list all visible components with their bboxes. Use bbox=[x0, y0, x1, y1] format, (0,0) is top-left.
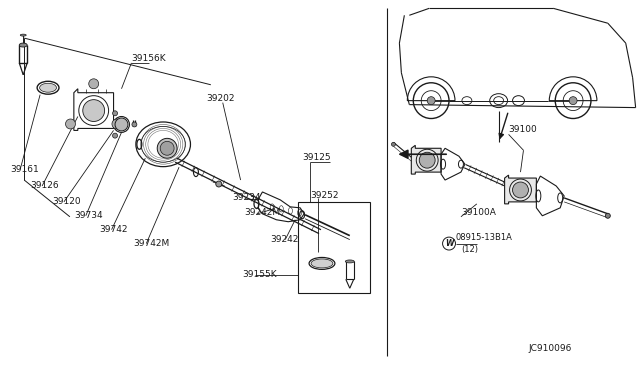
Ellipse shape bbox=[160, 141, 174, 155]
Circle shape bbox=[569, 97, 577, 105]
Text: W: W bbox=[445, 239, 453, 248]
Text: (12): (12) bbox=[461, 246, 478, 254]
Ellipse shape bbox=[115, 118, 128, 131]
Circle shape bbox=[112, 119, 122, 129]
Text: 39120: 39120 bbox=[52, 197, 81, 206]
Text: JC910096: JC910096 bbox=[529, 344, 572, 353]
Text: 08915-13B1A: 08915-13B1A bbox=[456, 232, 513, 241]
Text: 39252: 39252 bbox=[310, 191, 339, 200]
Bar bbox=[298, 202, 370, 293]
Text: 39161: 39161 bbox=[10, 165, 39, 174]
Text: 39100: 39100 bbox=[509, 125, 538, 134]
Ellipse shape bbox=[113, 111, 118, 116]
Text: 39734: 39734 bbox=[74, 211, 102, 220]
Polygon shape bbox=[412, 145, 441, 174]
Text: 39126: 39126 bbox=[30, 181, 59, 190]
Ellipse shape bbox=[346, 260, 355, 263]
Ellipse shape bbox=[40, 83, 56, 92]
Text: 39742: 39742 bbox=[100, 225, 128, 234]
Circle shape bbox=[419, 152, 435, 168]
Text: 39100A: 39100A bbox=[461, 208, 496, 217]
Text: 39242: 39242 bbox=[270, 235, 299, 244]
Ellipse shape bbox=[19, 43, 28, 47]
Circle shape bbox=[83, 100, 104, 122]
Ellipse shape bbox=[20, 34, 26, 36]
Text: 39125: 39125 bbox=[302, 153, 331, 162]
Ellipse shape bbox=[157, 138, 177, 158]
Ellipse shape bbox=[311, 259, 333, 268]
Ellipse shape bbox=[605, 213, 611, 218]
Text: 39742M: 39742M bbox=[133, 238, 170, 247]
Circle shape bbox=[89, 79, 99, 89]
Circle shape bbox=[513, 182, 529, 198]
Text: 39234: 39234 bbox=[233, 193, 261, 202]
Text: 39242M: 39242M bbox=[244, 208, 281, 217]
Ellipse shape bbox=[392, 142, 396, 146]
Polygon shape bbox=[504, 175, 536, 204]
Text: 39202: 39202 bbox=[206, 94, 234, 103]
Circle shape bbox=[65, 119, 76, 129]
Text: 39155K: 39155K bbox=[243, 270, 277, 279]
Ellipse shape bbox=[132, 122, 137, 127]
Circle shape bbox=[427, 97, 435, 105]
Text: 39156K: 39156K bbox=[131, 54, 166, 63]
Ellipse shape bbox=[113, 133, 118, 138]
Ellipse shape bbox=[216, 181, 221, 187]
